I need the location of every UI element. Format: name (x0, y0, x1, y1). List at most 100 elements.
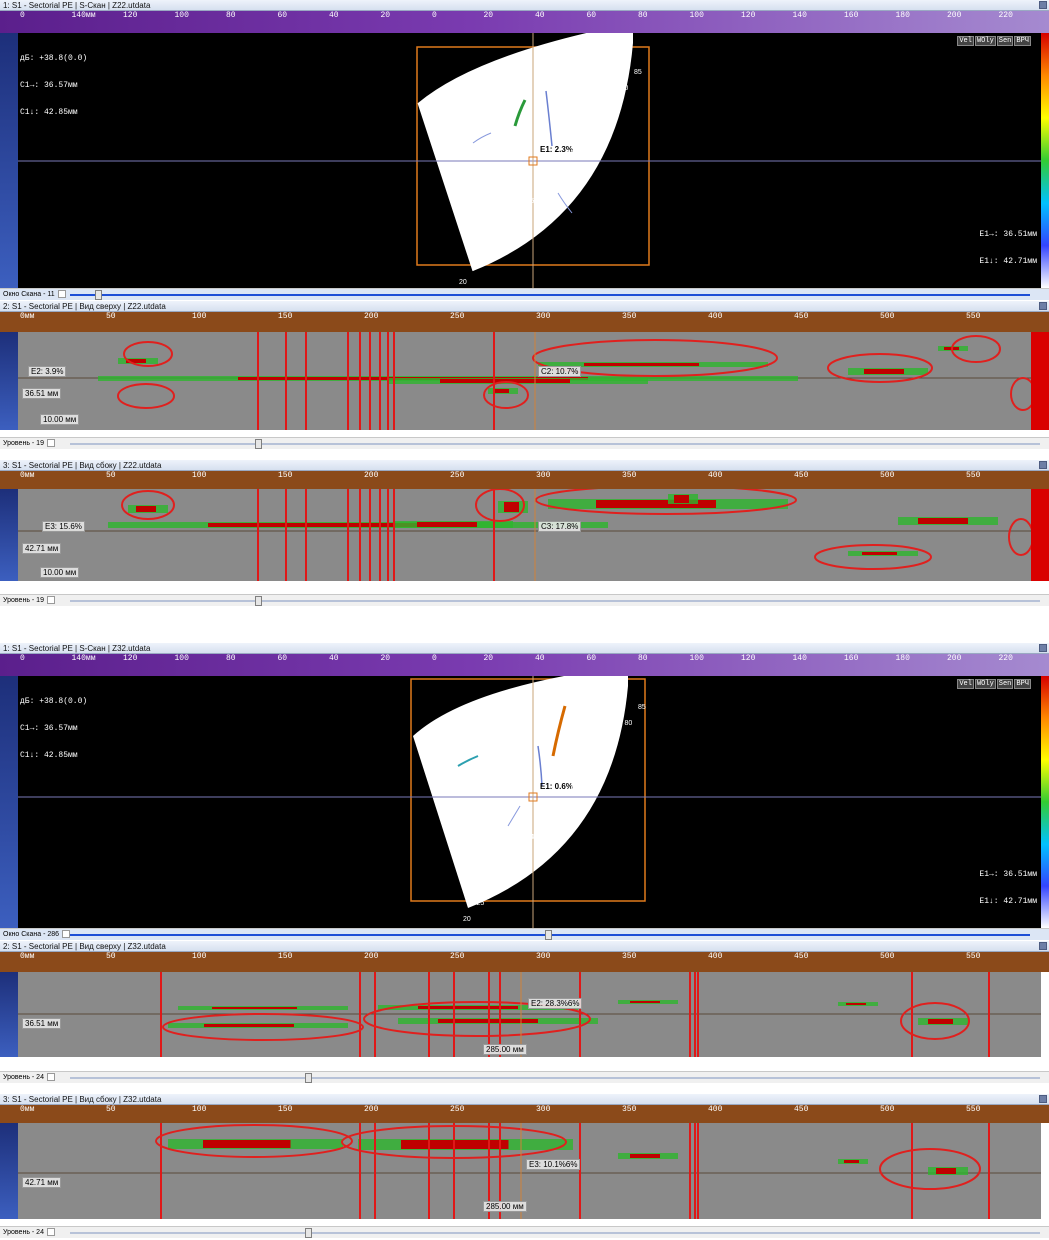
ruler-tick-label: 200 (364, 1105, 379, 1114)
slider-thumb[interactable] (95, 290, 102, 300)
level-spinner[interactable] (46, 439, 55, 448)
sideview-ruler: 0мм 50 100 150 200 250 300 350 400 450 500 550 (0, 1105, 1049, 1123)
sen-button[interactable]: Sen (996, 36, 1014, 46)
level-slider[interactable] (70, 1228, 1040, 1238)
topview-canvas[interactable]: E2: 3.9% C2: 10.7% 36.51 мм 10.00 мм (18, 332, 1031, 430)
angle-label: 85 (634, 69, 642, 76)
ruler-tick-label: 400 (708, 312, 723, 321)
vel-button[interactable]: Vel (957, 36, 974, 46)
angle-label: 20 (463, 916, 471, 923)
close-icon[interactable] (1039, 644, 1047, 652)
topview-level-control: Уровень - 19 (0, 437, 1049, 449)
close-icon[interactable] (1039, 942, 1047, 950)
ruler-tick-label: 20 (380, 654, 391, 663)
angle-label: 85 (638, 704, 646, 711)
ruler-tick-label: 220 (998, 11, 1013, 20)
woly-button[interactable]: WOly (974, 679, 996, 689)
sscan-window-title[interactable]: 1: S1 - Sectorial PE | S-Скан | Z32.utda… (0, 643, 1049, 654)
level-spinner[interactable] (46, 596, 55, 605)
ruler-tick-label: 400 (708, 952, 723, 961)
ruler-tick-label: 160 (844, 654, 859, 663)
ruler-tick-label: 60 (277, 654, 288, 663)
sscan-color-palette (1041, 676, 1049, 928)
topview-canvas[interactable]: E2: 28.3%6% 36.51 мм 285.00 мм (18, 972, 1041, 1057)
top-analysis-group: 1: S1 - Sectorial PE | S-Скан | Z22.utda… (0, 0, 1049, 610)
sscan-canvas[interactable]: дБ: +38.8(0.0) C1→: 36.57мм C1↓: 42.85мм… (18, 33, 1041, 288)
close-icon[interactable] (1039, 1, 1047, 9)
sideview-depth-label: 42.71 мм (22, 1177, 62, 1188)
scan-window-slider[interactable] (70, 930, 1030, 940)
ruler-tick-label: 300 (536, 312, 551, 321)
ruler-tick-label: 60 (277, 11, 288, 20)
sscan-canvas[interactable]: дБ: +38.8(0.0) C1→: 36.57мм C1↓: 42.85мм… (18, 676, 1041, 928)
ruler-tick-label: 300 (536, 952, 551, 961)
close-icon[interactable] (1039, 302, 1047, 310)
level-slider[interactable] (70, 596, 1040, 606)
topview-length-label: 285.00 мм (483, 1044, 527, 1055)
level-slider[interactable] (70, 439, 1040, 449)
level-spinner[interactable] (46, 1228, 55, 1237)
ruler-tick-label: 0мм (20, 952, 35, 961)
ruler-tick-label: 0мм (20, 1105, 35, 1114)
scan-window-label: Окно Скана - 286 (3, 931, 60, 938)
topview-depth-axis (0, 972, 18, 1057)
woly-button[interactable]: WOly (974, 36, 996, 46)
topview-depth-label: 36.51 мм (22, 388, 62, 399)
ruler-tick-label: 0 (432, 654, 437, 663)
angle-label: 70 (593, 117, 602, 125)
vrch-button[interactable]: ВРЧ (1014, 679, 1031, 689)
sen-button[interactable]: Sen (996, 679, 1014, 689)
ruler-tick-label: 150 (278, 312, 293, 321)
topview-length-label: 10.00 мм (40, 414, 80, 425)
ruler-tick-label: 100 (689, 11, 704, 20)
level-slider[interactable] (70, 1073, 1040, 1083)
ruler-tick-label: 350 (622, 1105, 637, 1114)
close-icon[interactable] (1039, 461, 1047, 469)
sideview-canvas[interactable]: E3: 15.6% C3: 17.8% 42.71 мм 10.00 мм (18, 489, 1031, 581)
slider-thumb[interactable] (255, 596, 262, 606)
ruler-tick-label: 0 (20, 11, 25, 20)
scan-window-spinner[interactable] (62, 930, 71, 939)
topview-edge-strip (1031, 332, 1049, 430)
ruler-tick-label: 550 (966, 312, 981, 321)
ruler-tick-label: 0мм (20, 312, 35, 321)
topview-window-title[interactable]: 2: S1 - Sectorial PE | Вид сверху | Z32.… (0, 941, 1049, 952)
topview-cursor-label-right: C2: 10.7% (538, 366, 582, 377)
c1-vertical-readout: C1↓: 42.85мм (20, 751, 78, 760)
slider-thumb[interactable] (305, 1228, 312, 1238)
scan-window-spinner[interactable] (57, 290, 66, 299)
scan-window-slider[interactable] (70, 290, 1030, 300)
vrch-button[interactable]: ВРЧ (1014, 36, 1031, 46)
slider-thumb[interactable] (255, 439, 262, 449)
ruler-tick-label: 500 (880, 312, 895, 321)
slider-thumb[interactable] (305, 1073, 312, 1083)
slider-thumb[interactable] (545, 930, 552, 940)
ruler-tick-label: 250 (450, 952, 465, 961)
sideview-window-title[interactable]: 3: S1 - Sectorial PE | Вид сбоку | Z22.u… (0, 460, 1049, 471)
ruler-tick-label: 40 (329, 654, 339, 663)
ruler-tick-label: 100 (192, 471, 207, 480)
sscan-window-title[interactable]: 1: S1 - Sectorial PE | S-Скан | Z22.utda… (0, 0, 1049, 11)
ruler-tick-label: 50 (106, 312, 116, 321)
angle-label: 60 (570, 785, 579, 793)
vel-button[interactable]: Vel (957, 679, 974, 689)
angle-label: 75 (607, 101, 615, 109)
angle-label: 45 (530, 834, 539, 842)
ruler-tick-label: 250 (450, 471, 465, 480)
close-icon[interactable] (1039, 1095, 1047, 1103)
angle-label: 40 (516, 850, 525, 858)
ruler-tick-label: 400 (708, 471, 723, 480)
sideview-canvas[interactable]: E3: 10.1%6% 42.71 мм 285.00 мм (18, 1123, 1041, 1219)
sscan-right-readouts: E1→: 36.51мм E1↓: 42.71мм (979, 852, 1037, 924)
ruler-tick-label: 450 (794, 1105, 809, 1114)
ruler-tick-label: 50 (106, 471, 116, 480)
scan-window-control: Окно Скана - 286 (0, 928, 1049, 940)
ruler-tick-label: 350 (622, 471, 637, 480)
sideview-window-title[interactable]: 3: S1 - Sectorial PE | Вид сбоку | Z32.u… (0, 1094, 1049, 1105)
level-spinner[interactable] (46, 1073, 55, 1082)
sideview-graphic (18, 1123, 1041, 1219)
topview-window-title[interactable]: 2: S1 - Sectorial PE | Вид сверху | Z22.… (0, 301, 1049, 312)
topview-level-control: Уровень - 24 (0, 1071, 1049, 1083)
sideview-title-text: 3: S1 - Sectorial PE | Вид сбоку | Z32.u… (3, 1095, 162, 1104)
topview-ruler: 0мм 50 100 150 200 250 300 350 400 450 500 550 (0, 952, 1049, 972)
